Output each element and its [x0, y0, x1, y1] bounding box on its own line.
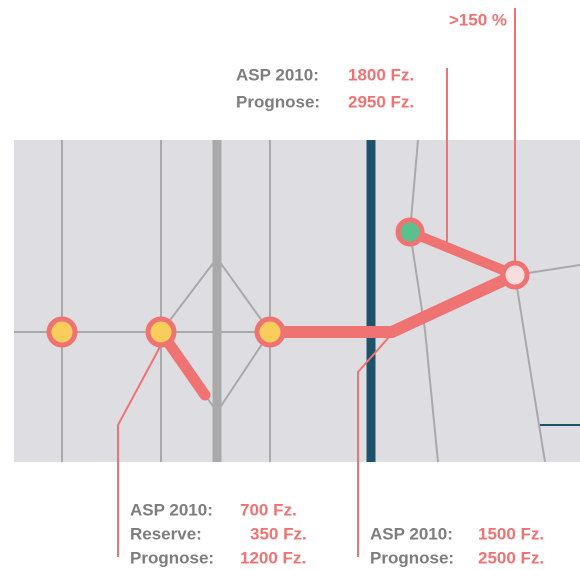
callout-lines — [117, 8, 516, 557]
annotation-value: 1500 Fz. — [478, 524, 544, 543]
annotation-value: 1800 Fz. — [348, 65, 414, 84]
annotation-label: Prognose: — [130, 548, 214, 567]
annotation-label: Prognose: — [236, 92, 320, 111]
annotation-value: 2950 Fz. — [348, 92, 414, 111]
map-area — [14, 140, 580, 462]
annotation-label: Reserve: — [130, 524, 202, 543]
annotation-label: ASP 2010: — [130, 500, 213, 519]
annotation-value: 700 Fz. — [240, 500, 297, 519]
annotation-value: 350 Fz. — [250, 524, 307, 543]
annotation-value: 1200 Fz. — [240, 548, 306, 567]
annotation-value: 2500 Fz. — [478, 548, 544, 567]
nodes — [46, 217, 530, 348]
annotation-label: Prognose: — [370, 548, 454, 567]
annotation-label: ASP 2010: — [236, 65, 319, 84]
annotation-label: ASP 2010: — [370, 524, 453, 543]
growth-label: >150 % — [449, 10, 507, 29]
